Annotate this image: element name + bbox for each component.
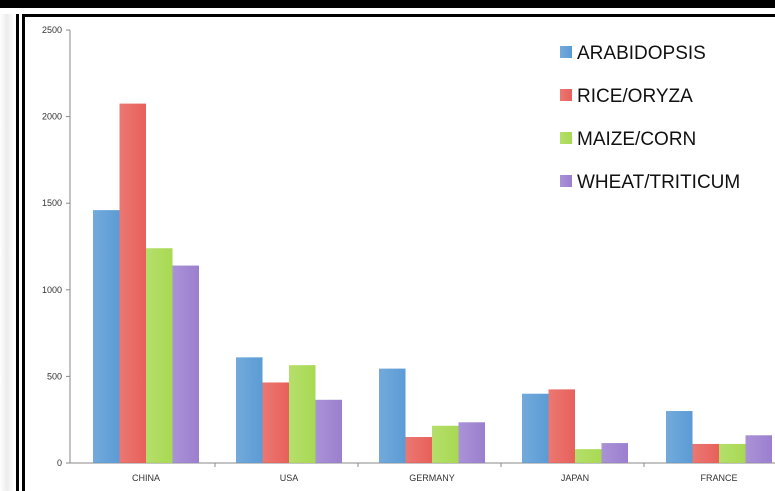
bar-arabidopsis-germany [379,368,406,463]
bar-arabidopsis-china [93,210,120,463]
x-tick-label: JAPAN [561,473,589,483]
legend-swatch [560,46,572,58]
legend: ARABIDOPSIS RICE/ORYZA MAIZE/CORN WHEAT/TRI… [560,43,740,193]
y-tick-label: 500 [47,371,62,381]
y-tick-label: 1500 [42,198,62,208]
legend-swatch [560,175,572,187]
legend-label: WHEAT/TRITICUM [577,172,740,193]
left-panel-edge [0,14,14,491]
y-tick-label: 2000 [42,112,62,122]
bar-arabidopsis-japan [522,393,549,463]
bar-rice-oryza-germany [405,437,432,463]
legend-label: RICE/ORYZA [577,86,693,107]
bar-maize-corn-france [719,443,746,463]
y-tick-label: 0 [57,458,62,468]
x-tick-label: CHINA [132,473,160,483]
bar-maize-corn-japan [575,449,602,463]
bar-wheat-triticum-japan [601,443,628,463]
bar-rice-oryza-usa [262,382,289,463]
bar-rice-oryza-france [692,443,719,463]
legend-label: MAIZE/CORN [577,129,696,150]
bar-wheat-triticum-china [172,265,199,463]
bar-wheat-triticum-germany [458,422,485,463]
legend-swatch [560,132,572,144]
window-gap [0,8,775,14]
x-tick-label: USA [280,473,299,483]
bar-maize-corn-usa [289,365,316,463]
bar-maize-corn-germany [432,425,459,463]
y-tick-label: 1000 [42,285,62,295]
bars-layer [93,103,772,464]
left-panel-border [16,14,19,491]
bar-arabidopsis-usa [236,357,263,463]
bar-wheat-triticum-usa [315,399,342,463]
chart-frame [22,14,775,491]
y-tick-label: 2500 [42,25,62,35]
bar-rice-oryza-china [119,103,146,464]
legend-label: ARABIDOPSIS [577,43,706,64]
legend-swatch [560,89,572,101]
bar-arabidopsis-france [666,411,693,463]
bar-rice-oryza-japan [548,389,575,463]
window-top-border [0,0,775,8]
x-tick-label: FRANCE [700,473,737,483]
x-tick-label: GERMANY [409,473,455,483]
bar-wheat-triticum-france [745,435,772,463]
bar-maize-corn-china [146,248,173,463]
